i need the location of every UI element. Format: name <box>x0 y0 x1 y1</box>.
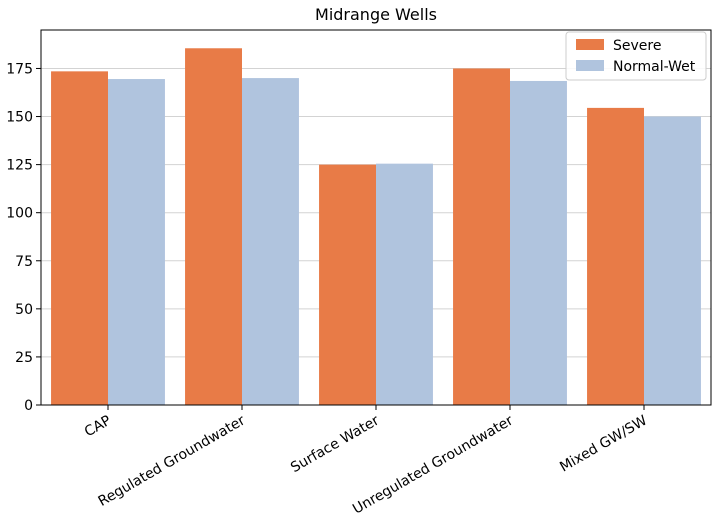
bar-normal-wet-3 <box>510 80 567 405</box>
legend: Severe Normal-Wet <box>565 31 707 81</box>
y-tick-label: 75 <box>15 254 33 270</box>
bar-severe-1 <box>185 48 242 406</box>
bar-marks <box>51 48 701 406</box>
bar-severe-3 <box>453 68 510 405</box>
y-tick-label: 0 <box>24 398 33 414</box>
chart-title: Midrange Wells <box>315 5 437 24</box>
y-tick-label: 25 <box>15 350 33 366</box>
x-tick-label: Mixed GW/SW <box>557 413 650 476</box>
y-tick-label: 50 <box>15 302 33 318</box>
x-tick-label: CAP <box>82 413 114 441</box>
legend-swatch <box>576 39 604 50</box>
bar-normal-wet-4 <box>644 116 701 406</box>
bar-normal-wet-0 <box>108 79 165 406</box>
x-tick-label: Surface Water <box>288 412 382 476</box>
bar-severe-4 <box>587 107 644 405</box>
bar-normal-wet-2 <box>376 163 433 405</box>
legend-label: Normal-Wet <box>613 59 696 75</box>
bar-severe-0 <box>51 71 108 405</box>
legend-swatch <box>576 60 604 71</box>
y-tick-label: 100 <box>6 206 33 222</box>
bar-normal-wet-1 <box>242 78 299 406</box>
bar-severe-2 <box>319 164 376 405</box>
y-tick-label: 150 <box>6 110 33 126</box>
x-tick-label: Regulated Groundwater <box>96 412 249 509</box>
legend-label: Severe <box>613 38 661 54</box>
y-axis-ticks: 0 25 50 75 100 125 150 175 <box>6 61 41 414</box>
y-tick-label: 125 <box>6 158 33 174</box>
y-tick-label: 175 <box>6 61 33 77</box>
